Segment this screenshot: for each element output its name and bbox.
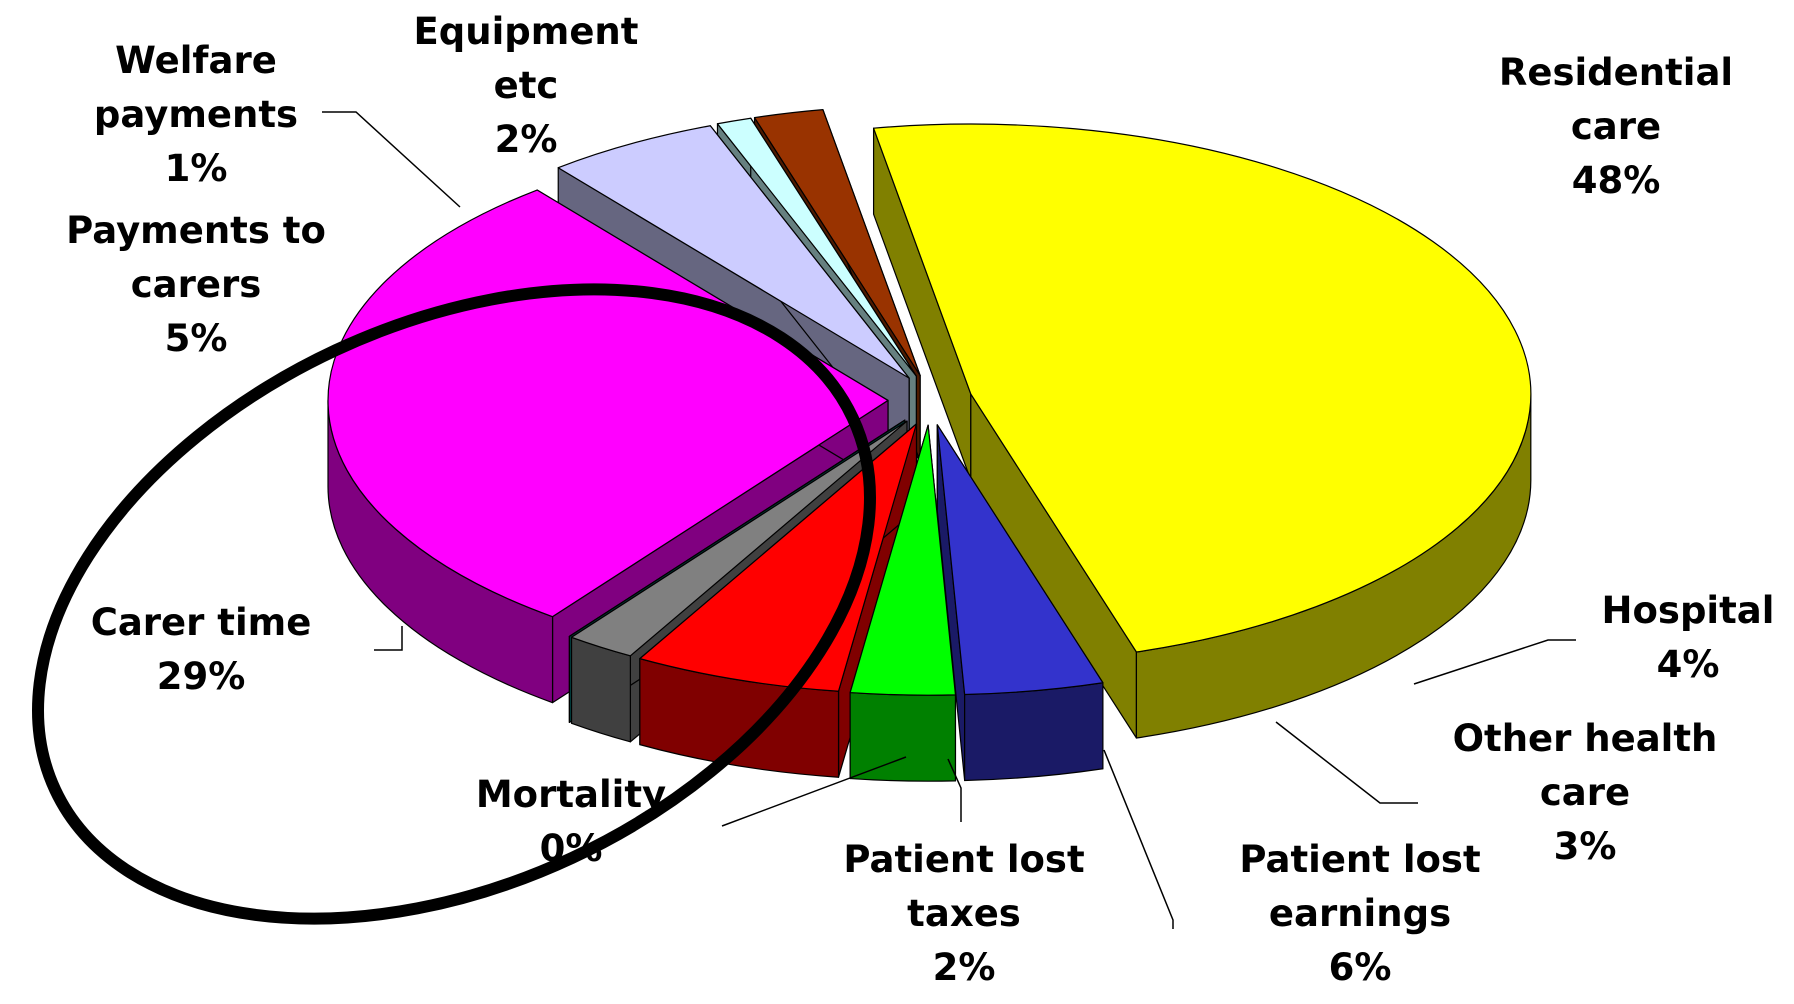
value-label: 29% — [156, 655, 246, 698]
leader-line — [1103, 749, 1174, 929]
value-label: 48% — [1571, 159, 1661, 202]
slice — [849, 424, 957, 782]
slice-top — [568, 419, 906, 637]
category-label: Hospital — [1601, 589, 1775, 632]
category-label: Mortality — [475, 773, 667, 816]
category-label: Patient lost earnings — [1239, 838, 1481, 935]
value-label: 1% — [164, 147, 228, 190]
value-label: 2% — [932, 946, 996, 989]
slice-top — [753, 109, 921, 377]
slice-top — [936, 424, 1104, 696]
slice-label: Residential care 48% — [1451, 46, 1781, 208]
slice-label: Payments to carers 5% — [26, 204, 366, 366]
highlight-ellipse — [32, 283, 876, 925]
slice — [872, 123, 1532, 739]
leader-line — [721, 756, 907, 827]
slice — [936, 424, 1104, 782]
slices — [327, 109, 1532, 782]
slice-top — [570, 420, 908, 657]
leader-line — [1275, 721, 1418, 804]
value-label: 4% — [1656, 643, 1720, 686]
value-label: 0% — [539, 827, 603, 870]
slice-label: Hospital 4% — [1538, 584, 1794, 692]
slice-label: Patient lost earnings 6% — [1190, 833, 1530, 995]
slice-side — [964, 682, 1104, 782]
leader-line — [374, 626, 403, 651]
leader-line — [947, 758, 962, 822]
slice-side — [849, 691, 957, 782]
value-label: 5% — [164, 317, 228, 360]
value-label: 3% — [1553, 825, 1617, 868]
category-label: Other health care — [1452, 717, 1718, 814]
slice-top — [849, 424, 957, 696]
slice-label: Patient lost taxes 2% — [799, 833, 1129, 995]
category-label: Equipment etc — [413, 10, 639, 107]
value-label: 6% — [1328, 946, 1392, 989]
slice-label: Welfare payments 1% — [46, 34, 346, 196]
slice-top — [557, 125, 910, 379]
leader-lines — [322, 111, 1576, 929]
leader-line — [322, 111, 461, 208]
category-label: Payments to carers — [66, 209, 326, 306]
slice-top — [872, 123, 1532, 653]
category-label: Carer time — [90, 601, 312, 644]
slice-top — [639, 423, 918, 692]
slice-label: Other health care 3% — [1410, 712, 1760, 874]
slice-top — [716, 117, 917, 377]
slice-label: Mortality 0% — [421, 768, 721, 876]
category-label: Welfare payments — [93, 39, 299, 136]
slice-label: Equipment etc 2% — [381, 5, 671, 167]
category-label: Patient lost taxes — [843, 838, 1085, 935]
value-label: 2% — [494, 118, 558, 161]
slice-top — [327, 189, 889, 618]
category-label: Residential care — [1498, 51, 1734, 148]
leader-line — [1413, 639, 1576, 685]
slice-label: Carer time 29% — [31, 596, 371, 704]
